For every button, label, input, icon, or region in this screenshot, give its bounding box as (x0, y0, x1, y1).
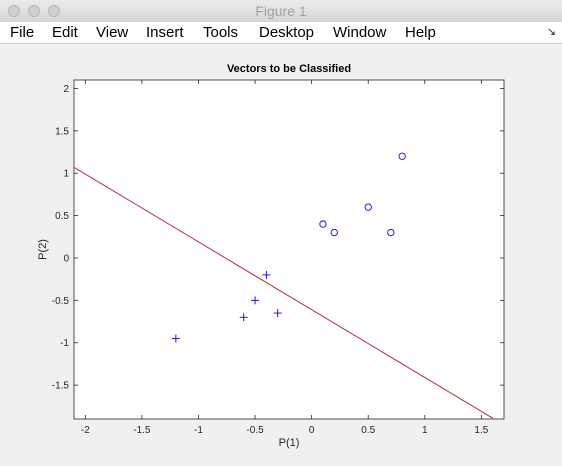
menu-desktop[interactable]: Desktop (259, 24, 315, 41)
axis-ticks: -2 -1.5 -1 -0.5 0 0.5 1 1.5 -1.5 -1 -0.5 0 0.5 1 1.5 2 (52, 80, 504, 436)
decision-boundary-layer (73, 166, 493, 419)
zoom-window-icon[interactable] (48, 5, 60, 17)
plus-marker (273, 309, 282, 318)
y-tick-label: -0.5 (52, 296, 70, 307)
figure-canvas: Vectors to be Classified P(1) P(2) -2 -1.… (0, 44, 562, 466)
x-tick-label: -1.5 (133, 425, 151, 436)
x-tick-label: -0.5 (246, 425, 264, 436)
x-tick-label: -1 (194, 425, 203, 436)
window-title: Figure 1 (255, 3, 307, 19)
plus-marker (171, 334, 180, 343)
x-tick-label: 0 (309, 425, 315, 436)
y-tick-label: 0 (63, 253, 69, 264)
scatter-chart: Vectors to be Classified P(1) P(2) -2 -1.… (37, 63, 505, 449)
minimize-window-icon[interactable] (28, 5, 40, 17)
menu-help[interactable]: Help (405, 24, 436, 41)
close-window-icon[interactable] (8, 5, 20, 17)
menu-view[interactable]: View (96, 24, 129, 41)
circle-marker (364, 203, 372, 211)
menu-file[interactable]: File (10, 24, 35, 41)
menu-insert[interactable]: Insert (146, 24, 184, 41)
x-tick-label: 1 (422, 425, 428, 436)
menu-window[interactable]: Window (333, 24, 387, 41)
y-tick-label: 0.5 (55, 211, 69, 222)
decision-boundary-line (73, 166, 493, 419)
menu-bar: File Edit View Insert Tools Desktop Wind… (0, 22, 562, 44)
data-points-layer (171, 152, 406, 343)
circle-marker (387, 228, 395, 237)
dock-arrow-icon[interactable]: ↘ (546, 26, 556, 38)
y-tick-label: 1 (63, 169, 69, 180)
title-bar: Figure 1 (0, 0, 562, 23)
menu-edit[interactable]: Edit (52, 24, 78, 41)
plus-marker (251, 296, 260, 305)
x-tick-label: 1.5 (474, 425, 488, 436)
y-axis-label: P(2) (37, 239, 49, 260)
plus-marker (262, 270, 271, 279)
y-tick-label: 2 (63, 84, 69, 95)
circle-marker (330, 228, 338, 237)
axes-background (73, 79, 505, 420)
x-tick-label: -2 (81, 425, 90, 436)
chart-title: Vectors to be Classified (227, 63, 351, 75)
y-tick-label: -1.5 (52, 381, 70, 392)
circle-marker (319, 220, 327, 228)
x-axis-label: P(1) (279, 437, 300, 449)
menu-tools[interactable]: Tools (203, 24, 239, 41)
x-tick-label: 0.5 (361, 425, 375, 436)
y-tick-label: 1.5 (55, 126, 69, 137)
plus-marker (239, 313, 248, 322)
y-tick-label: -1 (60, 338, 69, 349)
circle-marker (398, 152, 406, 160)
